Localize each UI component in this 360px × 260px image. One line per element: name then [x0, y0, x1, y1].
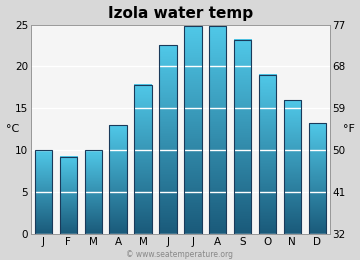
- Bar: [60, 157, 77, 234]
- Bar: [309, 123, 326, 234]
- Title: Izola water temp: Izola water temp: [108, 5, 253, 21]
- Bar: [209, 26, 226, 234]
- Bar: [259, 75, 276, 234]
- Bar: [85, 150, 102, 234]
- Bar: [159, 46, 177, 234]
- Bar: [134, 85, 152, 234]
- Bar: [109, 125, 127, 234]
- Y-axis label: °C: °C: [5, 124, 19, 134]
- Y-axis label: °F: °F: [343, 124, 355, 134]
- Bar: [234, 40, 251, 234]
- Bar: [284, 100, 301, 234]
- Text: © www.seatemperature.org: © www.seatemperature.org: [126, 250, 234, 259]
- Bar: [35, 150, 52, 234]
- Bar: [184, 26, 202, 234]
